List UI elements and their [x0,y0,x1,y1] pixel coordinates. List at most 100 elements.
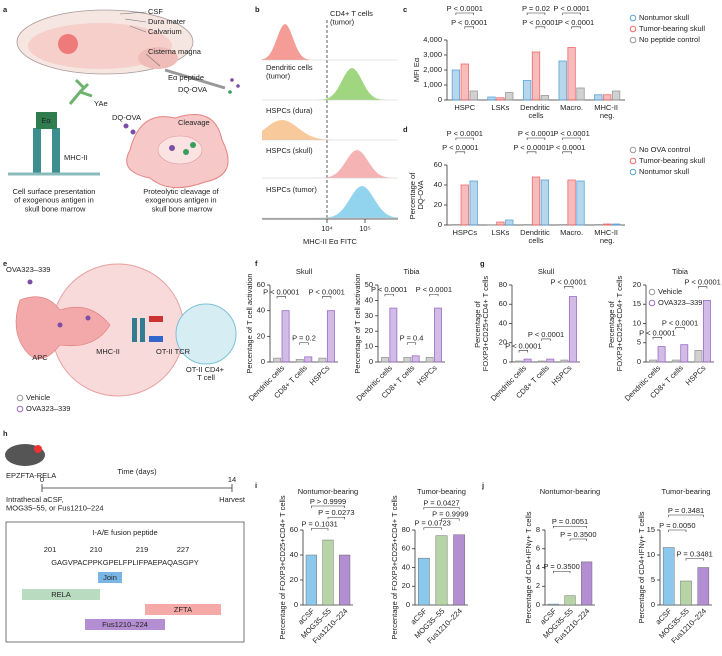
bar [381,356,389,363]
text-line: MHC-II [594,103,620,112]
h-label: EPZFTA-RELA [6,471,56,480]
join-bar [98,572,122,583]
bar [451,224,461,226]
y-tick-label: 1,000 [423,80,442,89]
bar [434,307,442,363]
bar [417,557,430,606]
dot [236,84,240,88]
legend-label: Vehicle [658,287,682,296]
p-value: P = 0.3500 [560,530,596,539]
bar [603,223,612,226]
y-tick-label: 2,000 [423,65,442,74]
bracket [311,528,329,531]
bar [469,90,478,101]
legend-label: Nontumor skull [639,167,689,176]
bar [564,595,576,606]
bracket [406,342,417,345]
bar [611,90,621,101]
y-tick-label: 20 [633,280,641,289]
y-tick-label: 60 [290,525,298,534]
p-value: P = 0.0050 [659,521,695,530]
panel-letter: b [255,5,260,14]
p-value: P < 0.0001 [416,285,452,294]
bar [531,176,541,226]
bar [453,534,466,606]
y-tick-label: 2 [536,581,540,590]
y-axis-label: Percentage of FOXP3+CD25+CD4+ T cells [607,276,624,372]
syringe [164,68,226,90]
bracket [429,293,439,297]
legend-label: No OVA control [639,145,690,154]
p-value: P = 0.3500 [543,562,579,571]
p-value: P < 0.0001 [371,285,407,294]
bar [540,179,550,226]
bracket [526,137,546,140]
text-line: cells [528,111,543,120]
y-tick-label: 20 [499,338,507,347]
legend-swatch [629,14,637,22]
y-tick-label: 5 [651,575,655,584]
chart-title: Skull [296,267,313,276]
x-tick-label: LSKs [491,228,509,237]
bar [389,307,398,363]
panel-letter: g [480,259,485,268]
bar [694,350,703,363]
bracket [535,26,546,29]
h-label: 219 [136,545,149,554]
bar [537,360,546,363]
y-tick-label: 60 [434,160,442,169]
h-label: RELA [51,590,71,599]
y-tick-label: 10 [365,342,373,351]
text-line: of exogenous antigen in [14,196,96,205]
a-label: CSF [148,7,163,16]
histogram [262,68,398,100]
legend-swatch [16,405,24,413]
bar [697,567,710,606]
x-tick-label: Macro. [560,228,583,237]
bar [680,344,689,363]
bar [505,219,514,226]
antibody [68,78,93,105]
chart-title: Tibia [672,267,689,276]
dot [228,90,232,94]
a-label: Eα [41,116,51,125]
text-line: MHC-II [594,228,620,237]
peptide-box [5,521,245,643]
y-axis-label: Percentage of T cell activation [245,273,254,373]
p-value: P < 0.0001 [549,143,585,152]
y-axis-label: Percentage of FOXP3+CD25+CD4+ T cells [278,495,287,639]
dot [130,129,136,135]
dot [230,78,234,82]
legend-swatch [648,288,656,296]
bar [567,179,576,226]
p-value: P < 0.0001 [505,341,541,350]
a-label: Cleavage [178,118,210,127]
legend-label: OVA323–339 [26,404,70,413]
bracket [569,538,587,541]
chart-title: Skull [538,267,555,276]
legend-swatch [629,36,637,44]
bar [318,357,327,363]
y-tick-label: 40 [257,306,265,315]
bar [496,221,505,226]
bracket [526,151,537,154]
p-value: P < 0.0001 [522,18,558,27]
bar [594,94,603,101]
bracket [562,151,572,154]
bracket [455,137,474,140]
dot [27,279,33,285]
y-tick-label: 6 [536,544,540,553]
text-line: skull bone marrow [152,204,213,213]
dot [123,123,129,129]
bar [576,180,585,226]
h-label: Intrathecal aCSF, MOG35–55, or Fus1210–2… [6,495,104,513]
legend-label: Tumor-bearing skull [639,24,705,33]
y-tick-label: 60 [257,280,265,289]
bar [594,224,603,226]
h-label: Harvest [219,495,246,504]
text-line: (tumor) [266,72,291,81]
bar [326,310,335,363]
h-label: Join [103,573,117,582]
x-tick-label: MHC-II neg. [594,228,620,245]
e-label: OVA323–339 [6,265,50,274]
